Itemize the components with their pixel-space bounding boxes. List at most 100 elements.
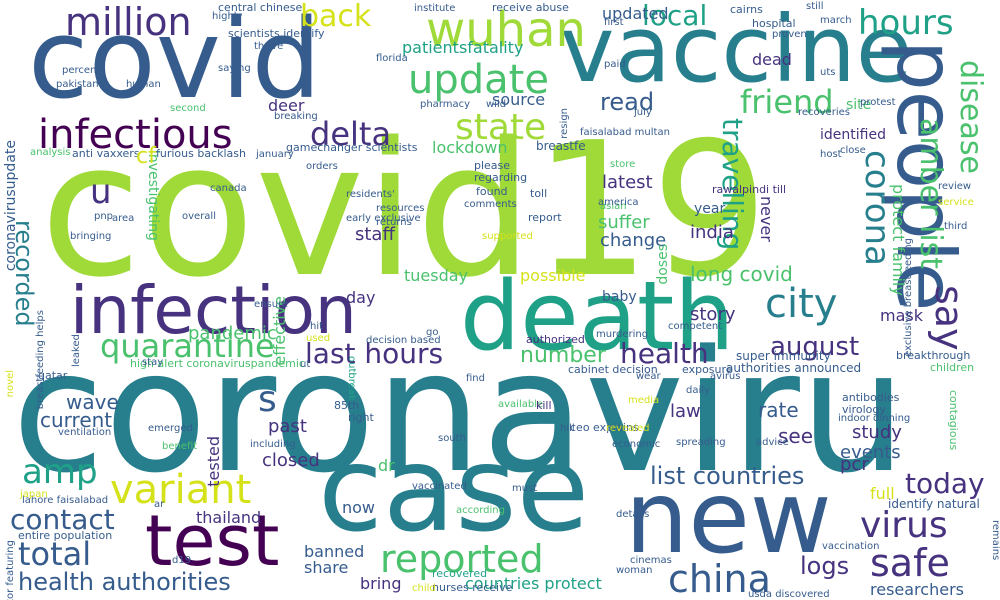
word: revealed xyxy=(606,423,650,434)
word: orders xyxy=(306,161,338,172)
word: receive abuse xyxy=(492,1,569,14)
word: avirus xyxy=(710,371,741,382)
word: florida xyxy=(376,53,408,64)
word: authorized xyxy=(526,333,585,346)
word: cinemas xyxy=(630,555,672,566)
word: breakthrough xyxy=(896,349,971,362)
word: dr xyxy=(378,456,395,475)
word: friend xyxy=(740,83,834,121)
word: closed xyxy=(262,450,320,471)
word: banned xyxy=(304,542,365,561)
word: million xyxy=(65,0,192,44)
word: number xyxy=(520,343,606,368)
word: past xyxy=(268,416,307,437)
word: usda discovered xyxy=(748,589,830,600)
word: woman xyxy=(616,565,653,576)
word: baby xyxy=(602,289,637,305)
word: study xyxy=(852,422,902,443)
word: rate xyxy=(758,398,799,422)
word: review xyxy=(938,181,972,192)
word: law xyxy=(670,401,701,422)
word: mask xyxy=(880,306,923,325)
word: list countries xyxy=(650,462,805,490)
word: advice xyxy=(756,437,789,448)
word: novel xyxy=(5,370,16,398)
word: store xyxy=(610,159,636,170)
word: asian xyxy=(600,201,627,212)
word: amp xyxy=(22,452,98,492)
word: hospital xyxy=(752,17,796,30)
word: uts xyxy=(820,67,836,78)
word: saying xyxy=(218,63,251,74)
word: japan xyxy=(20,489,48,500)
word: authorities announced xyxy=(726,361,862,375)
word: thailand xyxy=(196,508,262,527)
word: anti vaxxers xyxy=(72,147,140,160)
word: kill xyxy=(536,399,552,412)
word: overall xyxy=(182,211,216,222)
word: u xyxy=(90,172,112,212)
word: competent xyxy=(668,321,723,332)
word: second xyxy=(170,103,206,114)
word: deer xyxy=(268,96,305,115)
word: coronaviru xyxy=(12,314,907,510)
word: long covid xyxy=(690,262,793,286)
word: area xyxy=(112,213,135,224)
word: covid19 xyxy=(40,102,769,318)
word: ut xyxy=(300,359,311,370)
word: vaccinated xyxy=(412,481,467,492)
word: used xyxy=(306,333,331,344)
word: sector featuring xyxy=(5,540,16,600)
word: daily xyxy=(686,385,710,396)
word: rawalpindi till xyxy=(712,183,787,196)
word: comments xyxy=(464,199,517,210)
word: events xyxy=(840,442,901,463)
word: back xyxy=(300,0,372,34)
word: including xyxy=(250,439,296,450)
word: now xyxy=(342,498,376,517)
word: analysis xyxy=(30,147,71,158)
word: change xyxy=(600,230,667,251)
word: antibodies xyxy=(842,391,900,404)
word: site xyxy=(846,97,872,113)
word: pandemic xyxy=(188,323,277,344)
word: march xyxy=(820,15,852,26)
word: scientists identify xyxy=(228,27,325,40)
word: highly xyxy=(212,11,243,22)
word: breastfeeding helps xyxy=(35,310,46,410)
word: vaccine xyxy=(560,0,913,103)
word: india xyxy=(690,222,734,243)
word: infection xyxy=(70,272,357,349)
word: murdering xyxy=(596,329,649,340)
word: wave xyxy=(66,390,119,414)
word: ensure xyxy=(254,299,289,310)
word: children xyxy=(930,361,975,374)
word: nurses receive xyxy=(432,581,513,594)
word: service xyxy=(938,197,974,208)
word: exclusive breastfeeding xyxy=(903,238,914,357)
word: researchers xyxy=(870,580,964,599)
word: test xyxy=(145,500,280,582)
word: recoveries xyxy=(798,107,850,118)
word: tuesday xyxy=(404,266,469,285)
word: entire population xyxy=(18,529,113,542)
word: wear xyxy=(636,371,661,382)
word: emerged xyxy=(148,423,193,434)
word: state xyxy=(455,107,547,148)
word: story xyxy=(690,304,736,325)
word: canada xyxy=(210,183,247,194)
word: variant xyxy=(110,467,252,513)
word: virus xyxy=(860,505,948,546)
word: cf xyxy=(136,144,156,169)
word: benefit xyxy=(162,441,198,452)
word: paid xyxy=(604,59,626,70)
word: stay xyxy=(142,357,164,368)
word: first xyxy=(604,17,624,28)
word: health xyxy=(620,337,709,370)
word: say xyxy=(927,285,971,351)
word: day xyxy=(346,288,376,307)
word: regarding xyxy=(474,171,528,184)
word: d19 xyxy=(172,555,192,566)
word: doses xyxy=(655,244,671,285)
